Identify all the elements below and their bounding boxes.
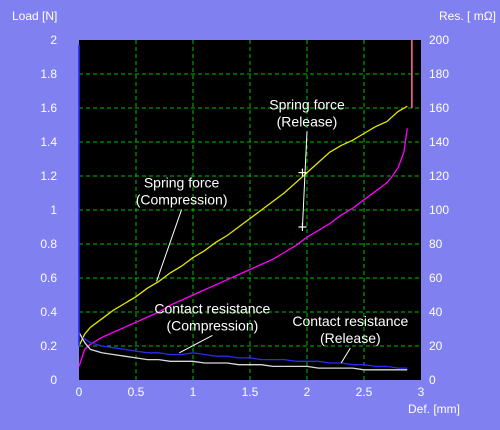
- series-line-2: [78, 332, 408, 369]
- y-right-tick-label: 200: [429, 33, 449, 47]
- x-tick-label: 2: [304, 385, 311, 399]
- annotation-label: (Compression): [136, 192, 228, 208]
- annotation-label: Contact resistance: [292, 313, 408, 329]
- annotation-label: (Compression): [166, 317, 258, 333]
- y-left-tick-label: 0.4: [40, 305, 57, 319]
- annotation-label: Spring force: [144, 175, 220, 191]
- y-left-tick-label: 1.2: [40, 169, 57, 183]
- annotation-leader-3: [340, 347, 351, 364]
- series-line-0: [78, 105, 408, 347]
- y-left-tick-label: 2: [50, 33, 57, 47]
- annotation-label: (Release): [277, 113, 338, 129]
- x-tick-label: 0: [76, 385, 83, 399]
- x-tick-label: 3: [418, 385, 425, 399]
- y-left-tick-label: 0.2: [40, 339, 57, 353]
- y-right-tick-label: 20: [429, 339, 443, 353]
- y-right-tick-label: 180: [429, 67, 449, 81]
- x-axis-title: Def. [mm]: [408, 402, 460, 416]
- y-right-tick-label: 100: [429, 203, 449, 217]
- y-right-tick-label: 40: [429, 305, 443, 319]
- y-right-axis-title: Res. [ mΩ]: [439, 9, 496, 23]
- x-tick-label: 2.5: [356, 385, 373, 399]
- x-tick-label: 1.5: [242, 385, 259, 399]
- y-left-tick-label: 1.4: [40, 135, 57, 149]
- y-left-tick-label: 1.6: [40, 101, 57, 115]
- y-left-tick-label: 1: [50, 203, 57, 217]
- x-tick-label: 0.5: [128, 385, 145, 399]
- y-right-tick-label: 160: [429, 101, 449, 115]
- annotation-label: (Release): [320, 330, 381, 346]
- series-line-1: [78, 128, 408, 367]
- y-left-tick-label: 0.6: [40, 271, 57, 285]
- y-left-tick-label: 0.8: [40, 237, 57, 251]
- x-tick-label: 1: [190, 385, 197, 399]
- annotation-leader-0: [156, 209, 183, 282]
- annotation-leader-1: [301, 131, 308, 228]
- y-right-tick-label: 120: [429, 169, 449, 183]
- y-right-tick-label: 80: [429, 237, 443, 251]
- y-right-tick-label: 0: [429, 373, 436, 387]
- y-left-axis-title: Load [N]: [12, 9, 57, 23]
- series-line-3: [78, 332, 408, 371]
- y-right-tick-label: 60: [429, 271, 443, 285]
- annotation-leader-2: [179, 334, 213, 354]
- y-left-tick-label: 1.8: [40, 67, 57, 81]
- y-left-tick-label: 0: [50, 373, 57, 387]
- annotation-label: Spring force: [269, 96, 345, 112]
- annotation-label: Contact resistance: [154, 300, 270, 316]
- y-right-tick-label: 140: [429, 135, 449, 149]
